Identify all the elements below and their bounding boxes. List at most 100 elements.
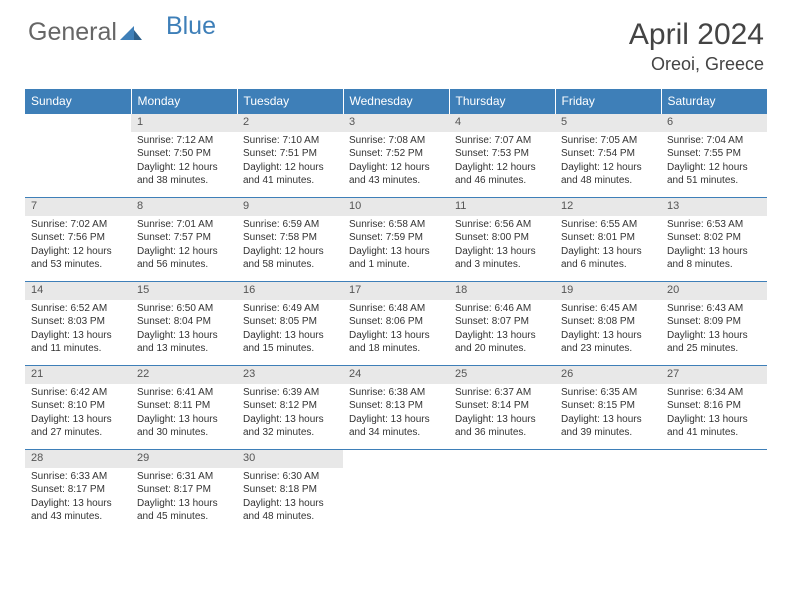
day-number-cell: 12 [555, 198, 661, 216]
sunrise-line: Sunrise: 7:08 AM [349, 134, 443, 148]
sunrise-line: Sunrise: 6:52 AM [31, 302, 125, 316]
day-content-cell: Sunrise: 6:38 AMSunset: 8:13 PMDaylight:… [343, 384, 449, 450]
logo-text-2: Blue [166, 12, 216, 41]
day-content-cell: Sunrise: 7:10 AMSunset: 7:51 PMDaylight:… [237, 132, 343, 198]
sunrise-line: Sunrise: 7:01 AM [137, 218, 231, 232]
daylight-line: Daylight: 13 hours and 1 minute. [349, 245, 443, 272]
day-content-cell [25, 132, 131, 198]
sunset-line: Sunset: 8:11 PM [137, 399, 231, 413]
sunrise-line: Sunrise: 6:46 AM [455, 302, 549, 316]
day-number-row: 78910111213 [25, 198, 767, 216]
day-content-cell: Sunrise: 6:45 AMSunset: 8:08 PMDaylight:… [555, 300, 661, 366]
sunset-line: Sunset: 7:54 PM [561, 147, 655, 161]
sunrise-line: Sunrise: 6:43 AM [667, 302, 761, 316]
day-number-row: 14151617181920 [25, 282, 767, 300]
sunrise-line: Sunrise: 6:34 AM [667, 386, 761, 400]
day-number-cell: 13 [661, 198, 767, 216]
day-number-cell [25, 114, 131, 132]
sunrise-line: Sunrise: 7:12 AM [137, 134, 231, 148]
day-content-row: Sunrise: 6:52 AMSunset: 8:03 PM Daylight:… [25, 300, 767, 366]
sunset-line: Sunset: 8:15 PM [561, 399, 655, 413]
sunset-line: Sunset: 8:03 PM [31, 315, 125, 329]
daylight-line: Daylight: 13 hours and 41 minutes. [667, 413, 761, 440]
day-number-cell: 25 [449, 366, 555, 384]
weekday-header: Friday [555, 89, 661, 114]
sunset-line: Sunset: 8:06 PM [349, 315, 443, 329]
day-content-cell: Sunrise: 6:49 AMSunset: 8:05 PMDaylight:… [237, 300, 343, 366]
sunrise-line: Sunrise: 6:50 AM [137, 302, 231, 316]
day-number-cell: 6 [661, 114, 767, 132]
day-content-cell [449, 468, 555, 534]
page-header: General Blue April 2024 Oreoi, Greece [0, 0, 792, 83]
title-block: April 2024 Oreoi, Greece [629, 18, 764, 75]
sunset-line: Sunset: 8:14 PM [455, 399, 549, 413]
daylight-line: Daylight: 13 hours and 13 minutes. [137, 329, 231, 356]
sunset-line: Sunset: 8:04 PM [137, 315, 231, 329]
day-content-cell: Sunrise: 6:33 AMSunset: 8:17 PMDaylight:… [25, 468, 131, 534]
daylight-line: Daylight: 13 hours and 30 minutes. [137, 413, 231, 440]
daylight-line: Daylight: 13 hours and 34 minutes. [349, 413, 443, 440]
sunrise-line: Sunrise: 6:38 AM [349, 386, 443, 400]
sunset-line: Sunset: 8:13 PM [349, 399, 443, 413]
sunrise-line: Sunrise: 6:59 AM [243, 218, 337, 232]
day-number-cell: 21 [25, 366, 131, 384]
daylight-line: Daylight: 13 hours and 32 minutes. [243, 413, 337, 440]
sunset-line: Sunset: 8:05 PM [243, 315, 337, 329]
day-number-cell: 18 [449, 282, 555, 300]
daylight-line: Daylight: 13 hours and 48 minutes. [243, 497, 337, 524]
sunrise-line: Sunrise: 6:48 AM [349, 302, 443, 316]
day-number-cell: 23 [237, 366, 343, 384]
day-number-cell: 22 [131, 366, 237, 384]
weekday-header: Saturday [661, 89, 767, 114]
day-number-row: 21222324252627 [25, 366, 767, 384]
sunrise-line: Sunrise: 7:10 AM [243, 134, 337, 148]
day-content-cell: Sunrise: 6:53 AMSunset: 8:02 PMDaylight:… [661, 216, 767, 282]
day-number-row: 123456 [25, 114, 767, 132]
sunset-line: Sunset: 7:53 PM [455, 147, 549, 161]
daylight-line: Daylight: 13 hours and 43 minutes. [31, 497, 125, 524]
day-number-cell: 7 [25, 198, 131, 216]
day-content-cell [555, 468, 661, 534]
day-content-cell: Sunrise: 6:50 AMSunset: 8:04 PMDaylight:… [131, 300, 237, 366]
day-content-cell: Sunrise: 7:07 AMSunset: 7:53 PMDaylight:… [449, 132, 555, 198]
sunset-line: Sunset: 7:57 PM [137, 231, 231, 245]
day-number-row: 282930 [25, 450, 767, 468]
day-number-cell: 17 [343, 282, 449, 300]
sunrise-line: Sunrise: 6:30 AM [243, 470, 337, 484]
daylight-line: Daylight: 12 hours and 51 minutes. [667, 161, 761, 188]
day-number-cell: 8 [131, 198, 237, 216]
day-number-cell [661, 450, 767, 468]
day-content-row: Sunrise: 6:42 AMSunset: 8:10 PMDaylight:… [25, 384, 767, 450]
sunset-line: Sunset: 8:01 PM [561, 231, 655, 245]
daylight-line: Daylight: 12 hours and 58 minutes. [243, 245, 337, 272]
logo-text-1: General [28, 18, 117, 47]
day-content-cell: Sunrise: 7:08 AMSunset: 7:52 PMDaylight:… [343, 132, 449, 198]
day-content-cell: Sunrise: 6:35 AMSunset: 8:15 PMDaylight:… [555, 384, 661, 450]
sunset-line: Sunset: 8:12 PM [243, 399, 337, 413]
day-number-cell: 1 [131, 114, 237, 132]
day-number-cell: 19 [555, 282, 661, 300]
day-content-cell: Sunrise: 7:04 AMSunset: 7:55 PMDaylight:… [661, 132, 767, 198]
sunset-line: Sunset: 8:08 PM [561, 315, 655, 329]
day-content-cell: Sunrise: 6:37 AMSunset: 8:14 PMDaylight:… [449, 384, 555, 450]
daylight-line: Daylight: 13 hours and 15 minutes. [243, 329, 337, 356]
location-label: Oreoi, Greece [629, 54, 764, 75]
daylight-line: Daylight: 12 hours and 48 minutes. [561, 161, 655, 188]
daylight-line: Daylight: 12 hours and 53 minutes. [31, 245, 125, 272]
sunset-line: Sunset: 8:00 PM [455, 231, 549, 245]
day-number-cell [343, 450, 449, 468]
day-number-cell: 20 [661, 282, 767, 300]
day-content-cell: Sunrise: 7:12 AMSunset: 7:50 PMDaylight:… [131, 132, 237, 198]
weekday-header: Wednesday [343, 89, 449, 114]
sunrise-line: Sunrise: 6:58 AM [349, 218, 443, 232]
day-number-cell: 4 [449, 114, 555, 132]
sunset-line: Sunset: 8:18 PM [243, 483, 337, 497]
sunrise-line: Sunrise: 6:31 AM [137, 470, 231, 484]
daylight-line: Daylight: 12 hours and 43 minutes. [349, 161, 443, 188]
day-content-row: Sunrise: 7:02 AMSunset: 7:56 PMDaylight:… [25, 216, 767, 282]
weekday-header-row: SundayMondayTuesdayWednesdayThursdayFrid… [25, 89, 767, 114]
weekday-header: Sunday [25, 89, 131, 114]
sunrise-line: Sunrise: 7:07 AM [455, 134, 549, 148]
day-content-cell: Sunrise: 6:34 AMSunset: 8:16 PMDaylight:… [661, 384, 767, 450]
sunrise-line: Sunrise: 6:33 AM [31, 470, 125, 484]
